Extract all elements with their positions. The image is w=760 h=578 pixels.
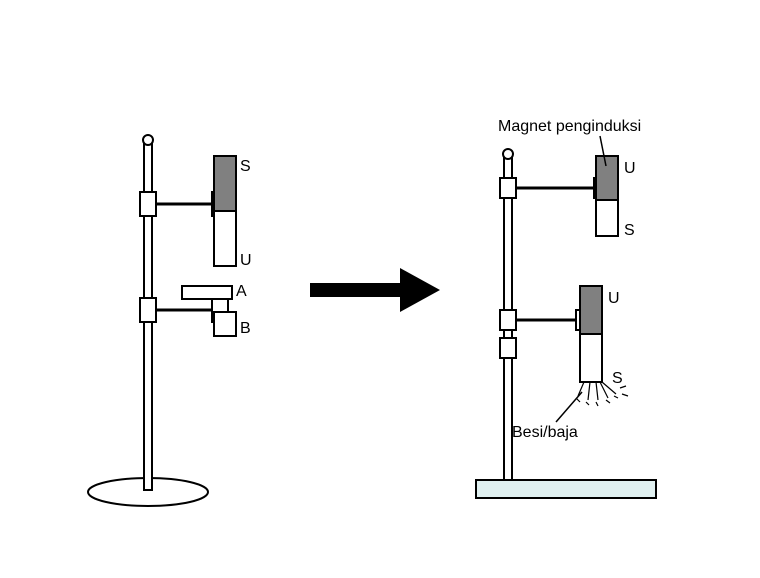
label-material: Besi/baja [512,424,578,442]
label-s2: S [624,222,635,240]
left-magnet-s [214,156,236,211]
label-s3: S [612,370,623,388]
diagram-canvas [0,0,760,578]
label-u3: U [608,290,620,308]
label-a: A [236,283,247,301]
label-s1: S [240,158,251,176]
right-pole-top [503,149,513,159]
arrow-head [400,268,440,312]
left-bar-b [214,312,236,336]
right-induced-s [580,334,602,382]
right-magnet-u [596,156,618,200]
right-bottom-clamp-l [500,310,516,330]
label-u1: U [240,252,252,270]
left-top-clamp-l [140,192,156,216]
left-magnet-u [214,211,236,266]
right-base [476,480,656,498]
label-b: B [240,320,251,338]
left-pole-top [143,135,153,145]
label-inducer: Magnet penginduksi [498,118,641,136]
left-bar-a [182,286,232,299]
right-top-clamp-l [500,178,516,198]
right-induced-u [580,286,602,334]
left-bottom-clamp-l [140,298,156,322]
right-bottom-clamp-l2 [500,338,516,358]
pointer-material [556,392,582,422]
label-u2: U [624,160,636,178]
right-magnet-s [596,200,618,236]
